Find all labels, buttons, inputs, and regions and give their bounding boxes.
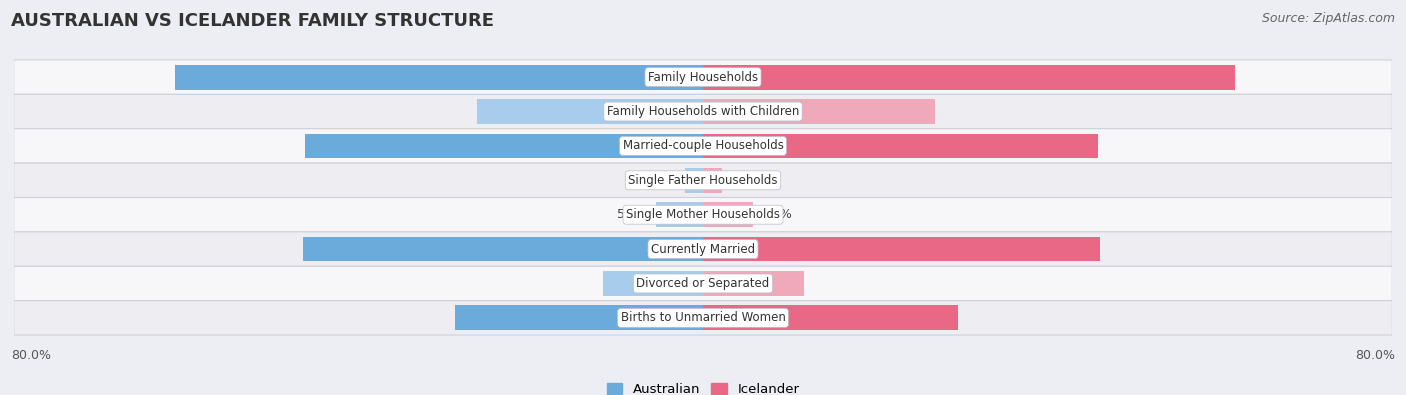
Text: 47.3%: 47.3% — [720, 243, 759, 256]
FancyBboxPatch shape — [14, 232, 1392, 266]
Text: Single Mother Households: Single Mother Households — [626, 208, 780, 221]
Bar — [703, 237, 1101, 261]
Text: 27.6%: 27.6% — [720, 105, 759, 118]
Text: 12.0%: 12.0% — [720, 277, 759, 290]
FancyBboxPatch shape — [14, 94, 1392, 129]
Text: 63.3%: 63.3% — [720, 71, 759, 84]
Text: 2.2%: 2.2% — [645, 174, 678, 187]
Bar — [304, 237, 703, 261]
FancyBboxPatch shape — [14, 60, 1392, 94]
Bar — [176, 65, 703, 90]
Bar — [703, 99, 935, 124]
Bar — [703, 168, 723, 193]
Bar — [685, 168, 703, 193]
Text: Births to Unmarried Women: Births to Unmarried Women — [620, 311, 786, 324]
Bar — [603, 271, 703, 296]
Bar — [703, 134, 1098, 158]
Text: Currently Married: Currently Married — [651, 243, 755, 256]
Text: 47.6%: 47.6% — [647, 243, 686, 256]
Text: 29.5%: 29.5% — [647, 311, 686, 324]
Text: Divorced or Separated: Divorced or Separated — [637, 277, 769, 290]
Bar — [456, 305, 703, 330]
Text: 6.0%: 6.0% — [761, 208, 792, 221]
Bar — [703, 65, 1234, 90]
Text: 62.8%: 62.8% — [647, 71, 686, 84]
Text: AUSTRALIAN VS ICELANDER FAMILY STRUCTURE: AUSTRALIAN VS ICELANDER FAMILY STRUCTURE — [11, 12, 495, 30]
Bar — [703, 305, 957, 330]
Text: Married-couple Households: Married-couple Households — [623, 139, 783, 152]
Text: 11.9%: 11.9% — [647, 277, 686, 290]
Text: 26.9%: 26.9% — [647, 105, 686, 118]
Text: 5.6%: 5.6% — [617, 208, 650, 221]
Bar — [657, 202, 703, 227]
FancyBboxPatch shape — [14, 301, 1392, 335]
Text: 47.4%: 47.4% — [647, 139, 686, 152]
Bar — [703, 202, 754, 227]
Legend: Australian, Icelander: Australian, Icelander — [602, 378, 804, 395]
Text: 47.0%: 47.0% — [720, 139, 759, 152]
Text: Family Households: Family Households — [648, 71, 758, 84]
FancyBboxPatch shape — [14, 198, 1392, 232]
Bar — [305, 134, 703, 158]
Text: Source: ZipAtlas.com: Source: ZipAtlas.com — [1261, 12, 1395, 25]
Bar — [703, 271, 804, 296]
Text: Family Households with Children: Family Households with Children — [607, 105, 799, 118]
FancyBboxPatch shape — [14, 129, 1392, 163]
FancyBboxPatch shape — [14, 266, 1392, 301]
Text: 30.3%: 30.3% — [720, 311, 759, 324]
Text: Single Father Households: Single Father Households — [628, 174, 778, 187]
Text: 2.3%: 2.3% — [730, 174, 761, 187]
Bar — [477, 99, 703, 124]
FancyBboxPatch shape — [14, 163, 1392, 198]
